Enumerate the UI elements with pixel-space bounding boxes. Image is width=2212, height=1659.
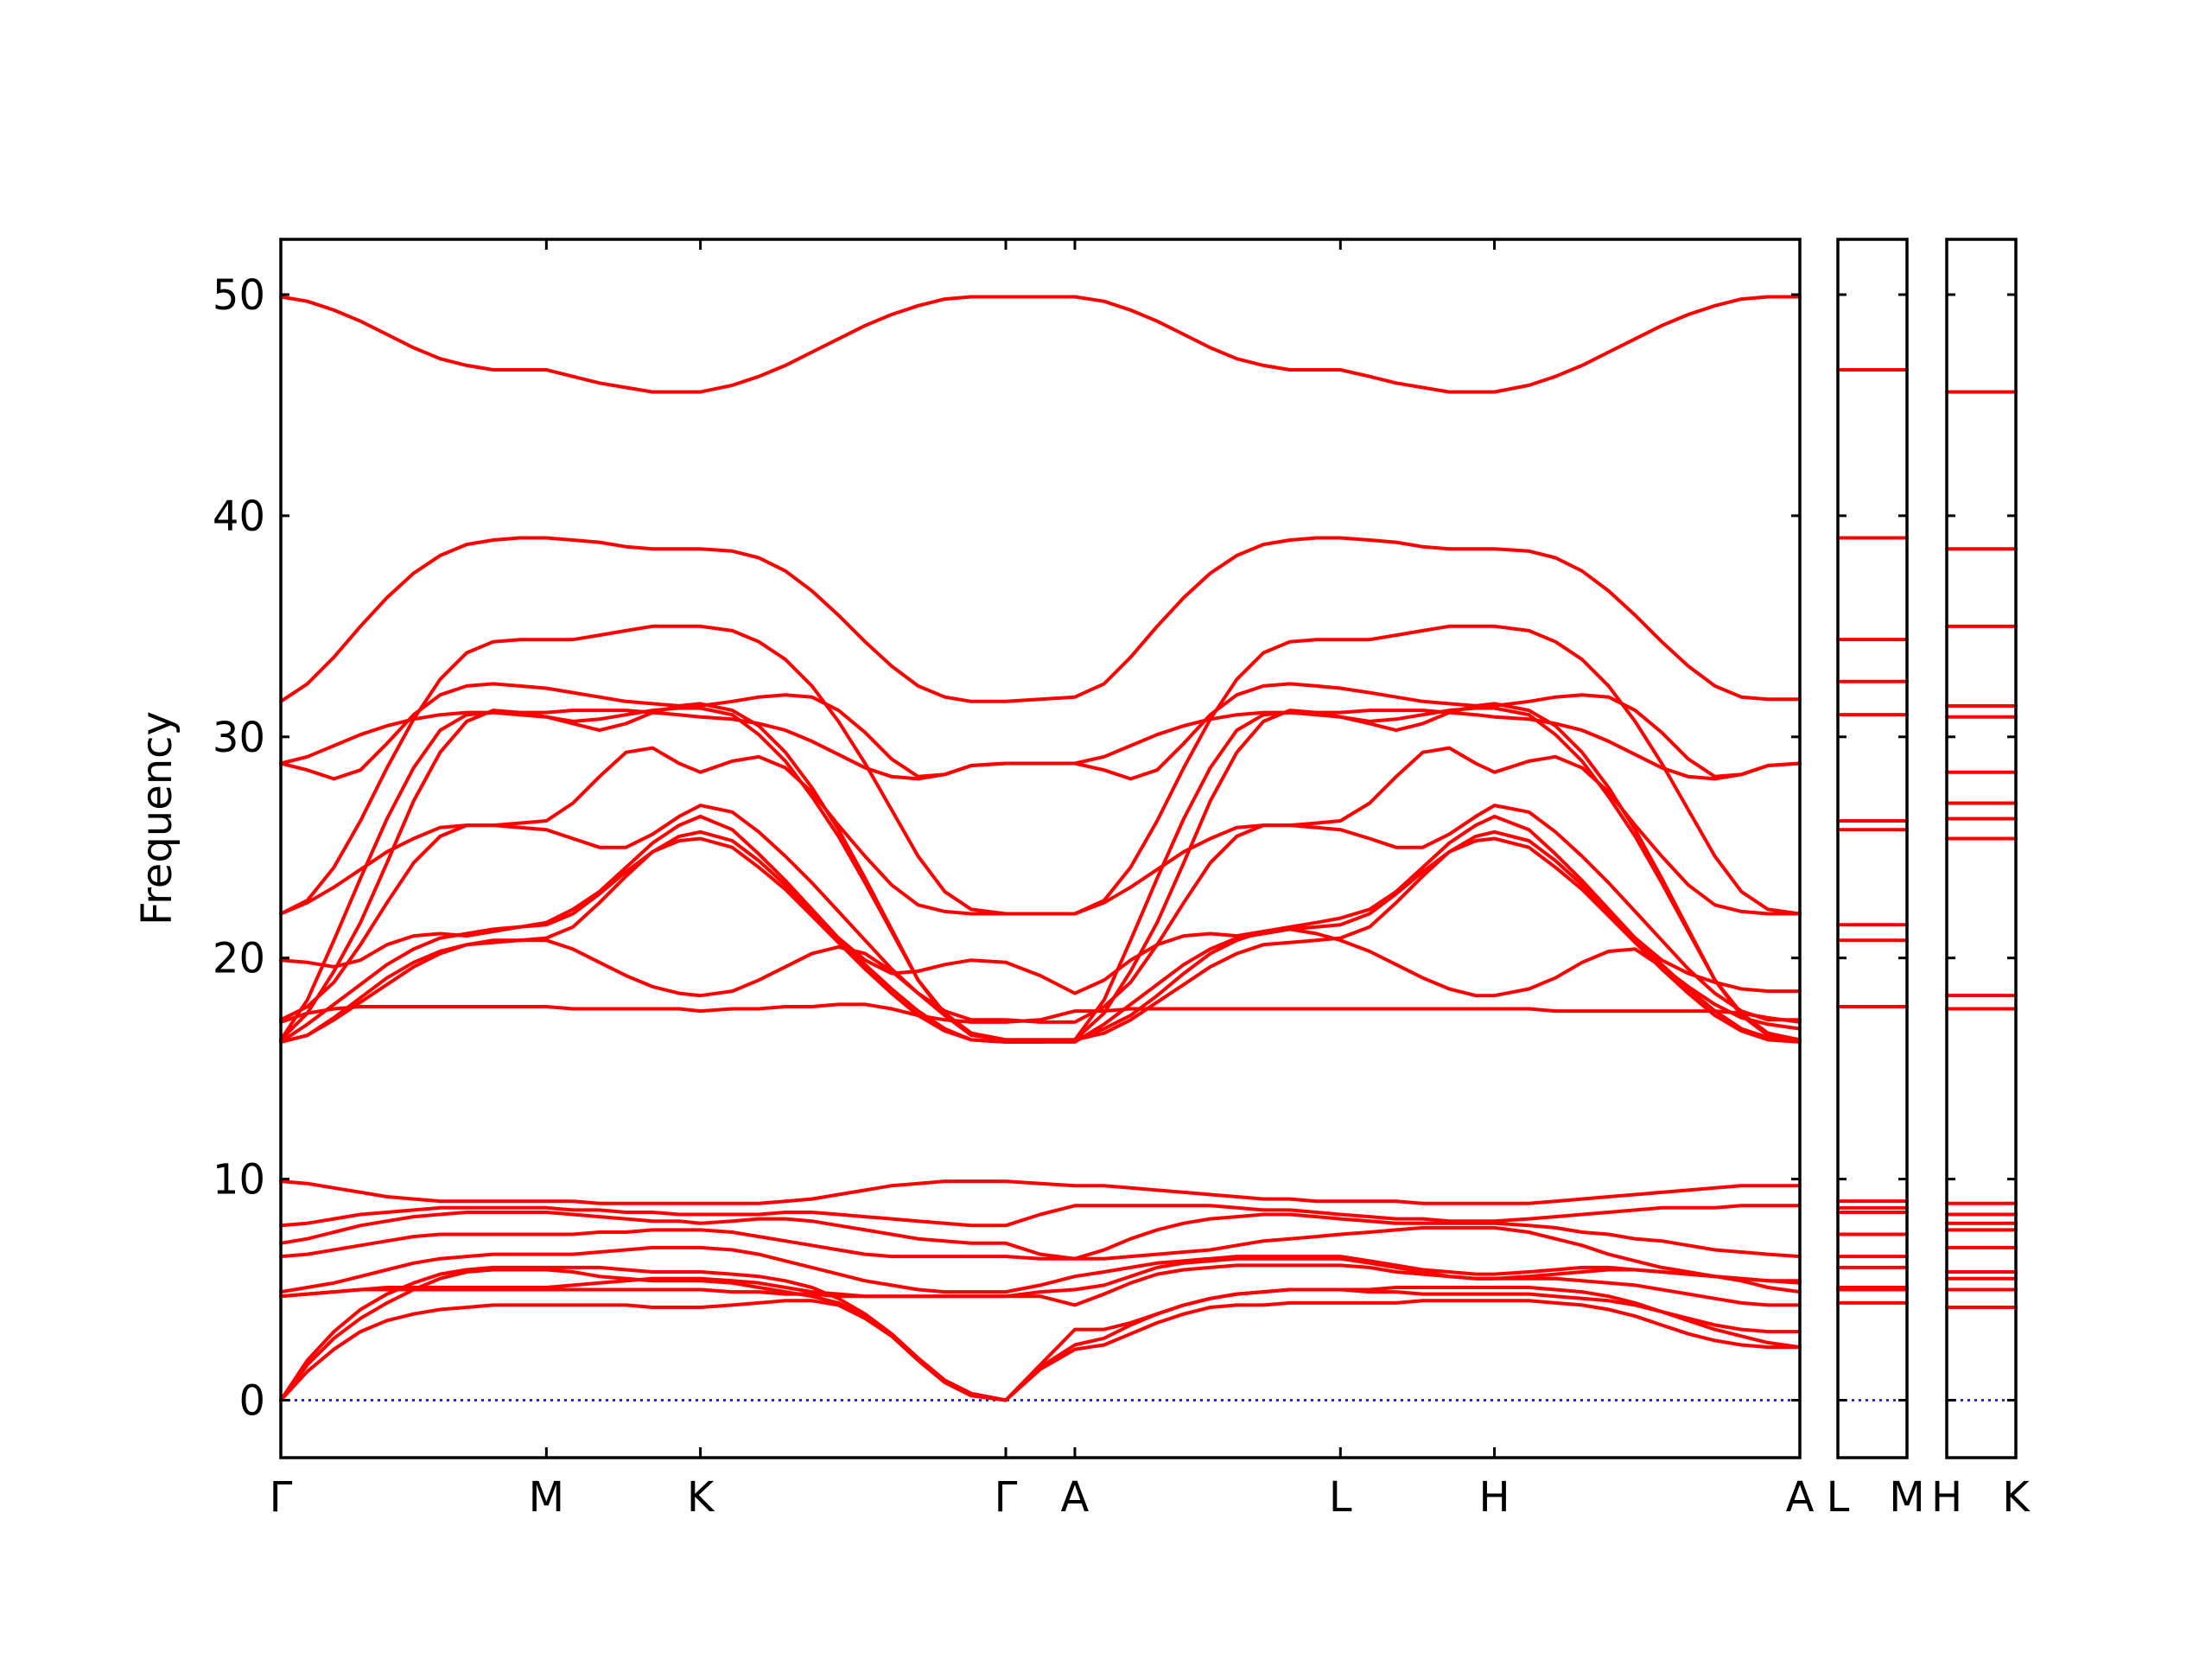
- y-tick-label: 30: [213, 714, 265, 762]
- y-tick-label: 50: [213, 271, 265, 320]
- band-21: [279, 1263, 1802, 1307]
- y-tick-label: 40: [213, 493, 265, 541]
- x-tick-label: A: [1786, 1473, 1815, 1522]
- band-24: [279, 1299, 1802, 1402]
- x-tick-label: A: [1061, 1473, 1090, 1522]
- band-13: [279, 830, 1802, 1044]
- y-tick-label: 20: [213, 935, 265, 983]
- band-1: [279, 295, 1802, 394]
- band-2: [279, 536, 1802, 703]
- x-tick-label: M: [529, 1473, 564, 1522]
- x-tick-label: L: [1329, 1473, 1352, 1522]
- band-14: [279, 1002, 1802, 1024]
- band-15: [279, 1179, 1802, 1205]
- band-7: [279, 706, 1802, 1042]
- band-9: [279, 804, 1802, 1024]
- panel-frame: [279, 238, 1802, 1459]
- band-18: [279, 1225, 1802, 1283]
- band-16: [279, 1204, 1802, 1228]
- panel-frame: [1836, 238, 1909, 1459]
- x-tick-label: K: [2002, 1473, 2031, 1522]
- band-19: [279, 1245, 1802, 1294]
- x-tick-label: L: [1827, 1473, 1850, 1522]
- band-23: [279, 1268, 1802, 1402]
- band-8: [279, 746, 1802, 916]
- x-tick-label: M: [1889, 1473, 1924, 1522]
- band-20: [279, 1256, 1802, 1299]
- band-12: [279, 927, 1802, 1044]
- x-tick-label: H: [1931, 1473, 1962, 1522]
- band-17: [279, 1211, 1802, 1261]
- panel-frame: [1945, 238, 2018, 1459]
- y-tick-label: 0: [238, 1376, 265, 1425]
- x-tick-label: K: [687, 1473, 715, 1522]
- y-axis-label: Frequency: [133, 711, 181, 925]
- x-tick-label: Γ: [995, 1473, 1018, 1522]
- y-tick-label: 10: [213, 1156, 265, 1205]
- x-tick-label: H: [1479, 1473, 1510, 1522]
- x-tick-label: Γ: [270, 1473, 293, 1522]
